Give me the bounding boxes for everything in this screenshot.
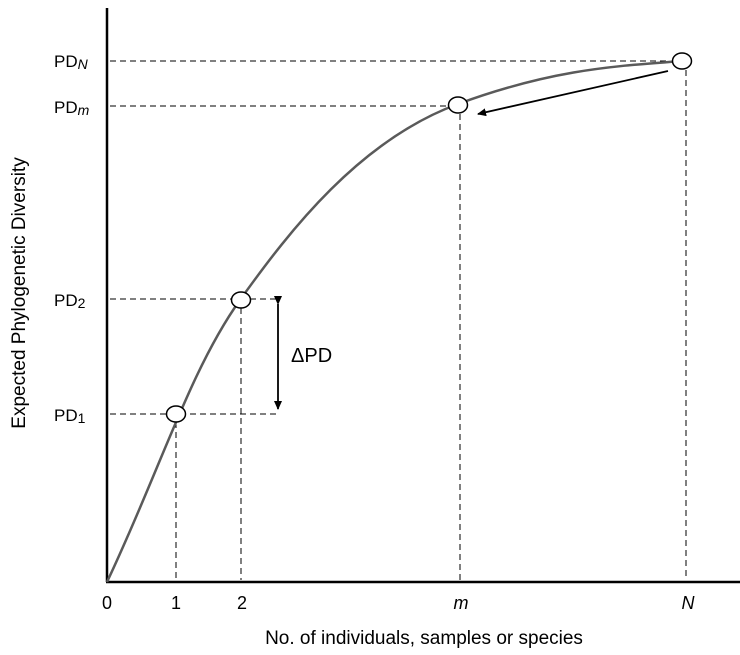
x-tick-1: 1 [171, 593, 181, 613]
point-2 [230, 291, 252, 309]
x-axis-title: No. of individuals, samples or species [265, 628, 583, 649]
y-label-pdm: PDm [54, 98, 90, 118]
x-tick-m: m [454, 593, 469, 613]
y-label-pd1: PD1 [54, 406, 86, 426]
x-tick-n: N [682, 593, 696, 613]
delta-pd-label: ΔPD [291, 345, 332, 367]
x-tick-2: 2 [237, 593, 247, 613]
point-n [671, 52, 693, 70]
y-label-pd2: PD2 [54, 291, 86, 311]
rarefaction-arrow [477, 70, 669, 117]
pd-curve [105, 59, 683, 583]
point-m [447, 96, 469, 114]
y-axis-title: Expected Phylogenetic Diversity [9, 157, 30, 429]
y-label-pdn: PDN [54, 52, 89, 72]
x-tick-0: 0 [102, 593, 112, 613]
curve-points [165, 52, 693, 423]
guide-lines [110, 60, 687, 580]
point-1 [165, 405, 187, 423]
